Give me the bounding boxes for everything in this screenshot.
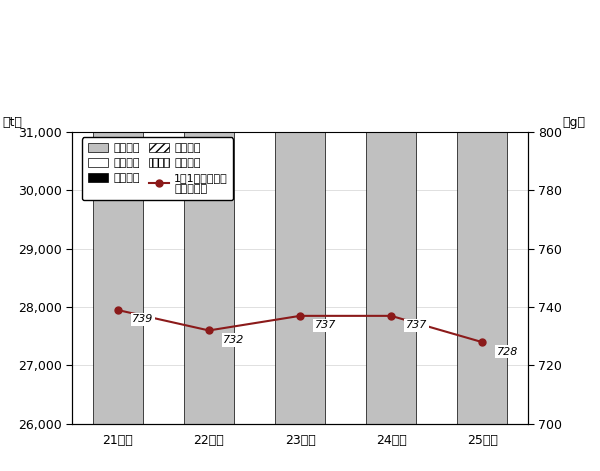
Text: 732: 732	[223, 335, 245, 345]
Text: 737: 737	[314, 320, 336, 330]
Text: 737: 737	[406, 320, 427, 330]
Legend: 可燃ごみ, 不燃ごみ, 資源ごみ, 有害ごみ, 粗大ごみ, 1人1日当たりの
ごみ処理量: 可燃ごみ, 不燃ごみ, 資源ごみ, 有害ごみ, 粗大ごみ, 1人1日当たりの ご…	[82, 138, 233, 200]
Bar	[457, 0, 507, 424]
Bar	[366, 0, 416, 424]
Text: 739: 739	[133, 315, 154, 325]
Bar	[275, 0, 325, 424]
Text: 728: 728	[497, 347, 518, 357]
Text: （g）: （g）	[562, 116, 585, 129]
Bar	[184, 0, 234, 424]
Bar	[93, 0, 143, 424]
Text: （t）: （t）	[3, 116, 23, 129]
